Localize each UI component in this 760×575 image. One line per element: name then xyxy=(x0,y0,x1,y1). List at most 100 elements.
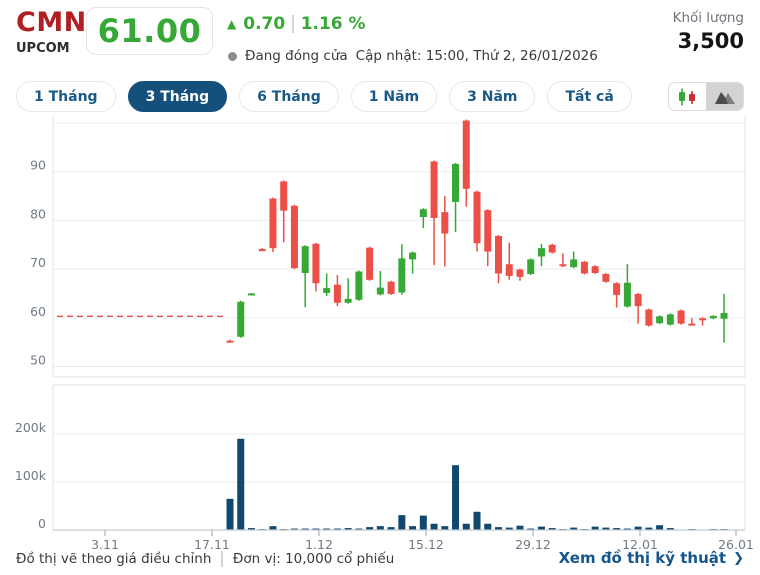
volume-bar xyxy=(613,528,621,530)
candle xyxy=(527,259,535,274)
area-chart-button[interactable] xyxy=(706,83,743,110)
volume-bar xyxy=(645,527,653,530)
volume-bar xyxy=(516,525,524,530)
candle xyxy=(301,246,309,273)
volume-bar xyxy=(312,528,320,530)
volume-bar xyxy=(323,528,331,530)
area-icon xyxy=(714,91,735,104)
volume-label: Khối lượng xyxy=(672,10,744,26)
axis-label: 29.12 xyxy=(515,537,551,552)
ticker-block: CMN UPCOM xyxy=(16,8,87,56)
candle xyxy=(462,120,470,189)
change-divider xyxy=(292,15,294,33)
axis-label: 90 xyxy=(30,158,46,173)
footer-divider xyxy=(221,551,223,567)
volume-bar xyxy=(602,527,610,530)
candle xyxy=(258,249,266,252)
volume-bar xyxy=(269,526,277,530)
axis-label: 60 xyxy=(30,304,46,319)
tab-all[interactable]: Tất cả xyxy=(547,81,632,112)
candle xyxy=(452,163,460,202)
volume-bar xyxy=(387,527,395,530)
volume-bar xyxy=(452,465,460,530)
candle xyxy=(645,309,653,326)
volume-bar xyxy=(462,523,470,530)
candle xyxy=(333,284,341,303)
volume-value: 3,500 xyxy=(677,29,744,53)
candle xyxy=(666,314,674,325)
market-status-dot-icon xyxy=(228,51,237,61)
ticker-symbol: CMN xyxy=(16,7,87,38)
candle xyxy=(580,261,588,274)
candle xyxy=(677,310,685,324)
volume-bar xyxy=(344,528,352,530)
volume-bar xyxy=(376,526,384,530)
candle xyxy=(366,247,374,280)
volume-bar xyxy=(301,528,309,530)
last-updated-text: Cập nhật: 15:00, Thứ 2, 26/01/2026 xyxy=(355,48,598,64)
exchange-label: UPCOM xyxy=(16,40,70,56)
candle xyxy=(656,316,664,324)
axis-label: 80 xyxy=(30,206,46,221)
volume-bar xyxy=(591,526,599,530)
volume-bar xyxy=(290,528,298,530)
volume-bar xyxy=(333,528,341,530)
volume-bar xyxy=(537,526,545,530)
axis-label: 15.12 xyxy=(408,537,444,552)
volume-bar xyxy=(505,527,513,530)
volume-bar xyxy=(634,526,642,530)
candle xyxy=(312,243,320,284)
volume-bar xyxy=(570,527,578,530)
candle xyxy=(570,259,578,268)
axis-label: 17.11 xyxy=(194,537,230,552)
session-volume-block: Khối lượng 3,500 xyxy=(673,10,744,53)
tab-6-months[interactable]: 6 Tháng xyxy=(239,81,339,112)
volume-bar xyxy=(247,528,255,530)
candle xyxy=(269,198,277,249)
candle xyxy=(323,288,331,293)
technical-chart-link-label: Xem đồ thị kỹ thuật xyxy=(558,549,727,567)
period-tabs: 1 Tháng 3 Tháng 6 Tháng 1 Năm 3 Năm Tất … xyxy=(16,81,632,112)
candlestick-icon xyxy=(678,88,695,105)
chart-notes: Đồ thị vẽ theo giá điều chỉnh Đơn vị: 10… xyxy=(16,551,394,567)
chevron-right-icon: ❯ xyxy=(733,550,744,566)
volume-bar xyxy=(430,523,438,530)
candle xyxy=(613,283,621,295)
volume-bar xyxy=(666,528,674,530)
candle xyxy=(688,323,696,326)
current-price: 61.00 xyxy=(97,12,202,50)
candle xyxy=(473,191,481,244)
candle xyxy=(559,264,567,267)
up-arrow-icon: ▲ xyxy=(227,17,237,31)
candle xyxy=(376,287,384,295)
axis-label: 1.12 xyxy=(305,537,333,552)
price-change-value: 0.70 xyxy=(243,14,286,34)
candle xyxy=(505,264,513,276)
volume-bar xyxy=(366,527,374,530)
candle xyxy=(516,269,524,277)
axis-label: 200k xyxy=(15,420,47,435)
candle xyxy=(548,244,556,253)
axis-label: 100k xyxy=(15,468,47,483)
candle xyxy=(398,258,406,293)
tab-1-year[interactable]: 1 Năm xyxy=(350,81,438,112)
volume-bar xyxy=(473,511,481,530)
candle xyxy=(280,181,288,211)
tab-3-months[interactable]: 3 Tháng xyxy=(127,81,228,112)
market-status-row: Đang đóng cửa Cập nhật: 15:00, Thứ 2, 26… xyxy=(228,48,598,64)
candle xyxy=(720,312,728,319)
tab-1-month[interactable]: 1 Tháng xyxy=(16,81,116,112)
axis-label: 0 xyxy=(38,516,46,531)
candle xyxy=(430,161,438,218)
candle xyxy=(537,248,545,257)
volume-bar xyxy=(623,528,631,530)
candle xyxy=(237,301,245,337)
tab-3-years[interactable]: 3 Năm xyxy=(449,81,536,112)
technical-chart-link[interactable]: Xem đồ thị kỹ thuật ❯ xyxy=(559,549,744,567)
candle xyxy=(495,235,502,274)
candlestick-chart-button[interactable] xyxy=(669,83,706,110)
axis-label: 50 xyxy=(30,353,46,368)
candle xyxy=(409,252,417,260)
